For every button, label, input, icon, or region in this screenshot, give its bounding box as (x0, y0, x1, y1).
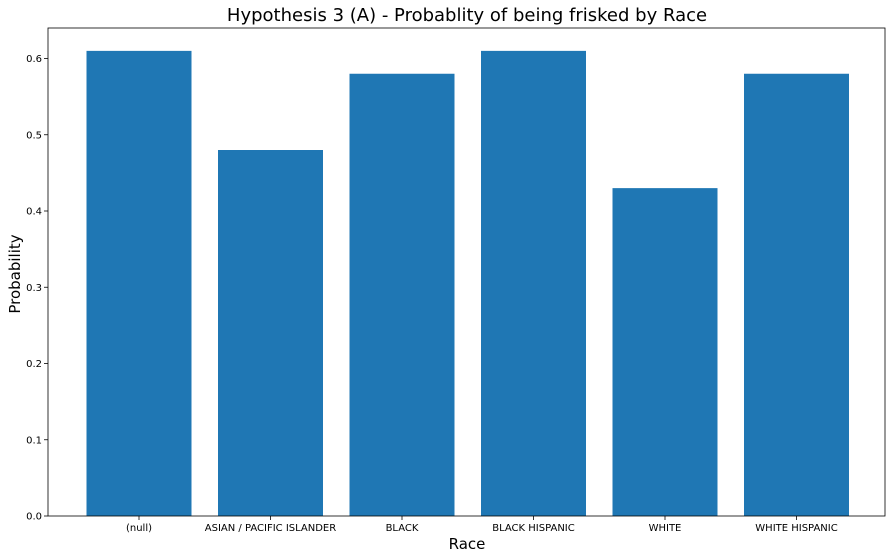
y-tick-label-6: 0.6 (26, 54, 42, 65)
y-tick-label-4: 0.4 (26, 207, 42, 218)
y-tick-label-3: 0.3 (26, 283, 42, 294)
y-tick-label-0: 0.0 (26, 512, 42, 523)
plot-frame (47, 27, 886, 517)
bar-3 (481, 50, 586, 516)
y-tick-label-5: 0.5 (26, 130, 42, 141)
bar-4 (612, 188, 718, 516)
plot-area: 0.0 0.1 0.2 0.3 0.4 0.5 0.6 (null) ASIAN / PACIF… (26, 27, 886, 534)
bar-5 (744, 73, 849, 516)
x-tick-label-0: (null) (126, 523, 152, 534)
y-tick-label-2: 0.2 (26, 359, 42, 370)
y-axis-label: Probability (6, 234, 24, 313)
chart-title: Hypothesis 3 (A) - Probablity of being f… (227, 5, 707, 26)
y-tick-label-1: 0.1 (26, 435, 42, 446)
x-tick-label-2: BLACK (386, 523, 419, 534)
bar-1 (218, 150, 323, 516)
x-tick-label-1: ASIAN / PACIFIC ISLANDER (205, 523, 336, 534)
x-tick-label-5: WHITE HISPANIC (755, 523, 837, 534)
bar-2 (349, 73, 455, 516)
x-axis-label: Race (449, 535, 486, 553)
bar-0 (86, 50, 192, 516)
x-tick-label-3: BLACK HISPANIC (492, 523, 575, 534)
x-tick-label-4: WHITE (649, 523, 682, 534)
